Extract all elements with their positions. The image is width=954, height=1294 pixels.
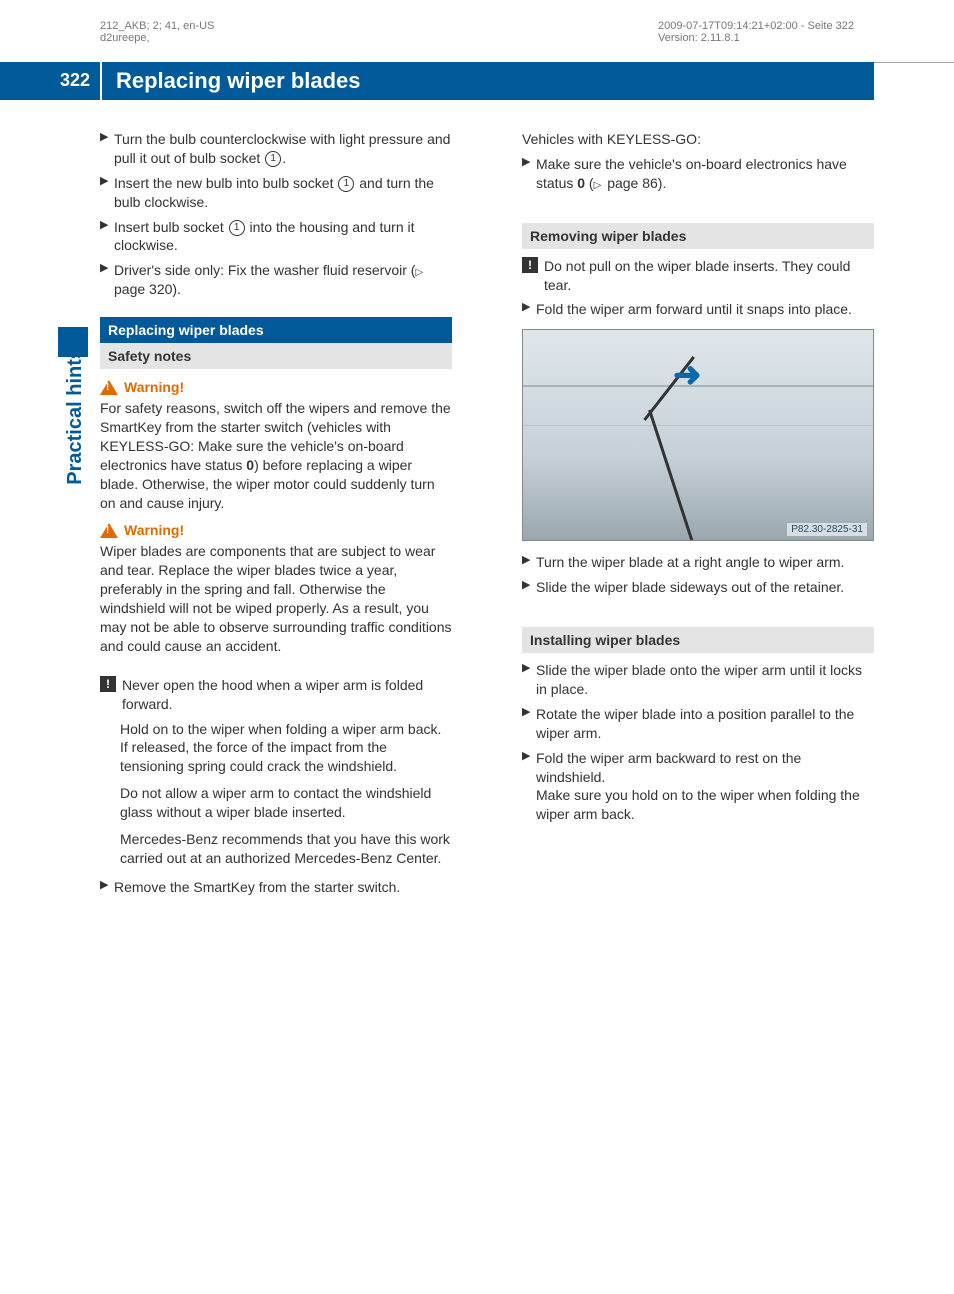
- instruction-step: ▶ Slide the wiper blade sideways out of …: [522, 578, 874, 597]
- reference-marker-1: 1: [338, 176, 354, 192]
- figure-car-edge: [523, 425, 873, 426]
- instruction-step: ▶ Fold the wiper arm forward until it sn…: [522, 300, 874, 319]
- meta-right: 2009-07-17T09:14:21+02:00 - Seite 322 Ve…: [658, 20, 854, 44]
- warning-triangle-icon: [100, 380, 118, 395]
- section-heading: Replacing wiper blades: [100, 317, 452, 343]
- instruction-step: ▶ Make sure the vehicle's on-board elect…: [522, 155, 874, 193]
- step-arrow-icon: ▶: [522, 661, 536, 676]
- left-column: ▶ Turn the bulb counterclockwise with li…: [100, 130, 452, 903]
- subsection-heading: Removing wiper blades: [522, 223, 874, 249]
- figure-wiper-arm: [648, 410, 697, 541]
- side-tab-label: Practical hints: [60, 340, 91, 493]
- step-arrow-icon: ▶: [522, 578, 536, 593]
- step-text: Remove the SmartKey from the starter swi…: [114, 878, 400, 897]
- instruction-step: ▶ Remove the SmartKey from the starter s…: [100, 878, 452, 897]
- step-arrow-icon: ▶: [100, 261, 114, 276]
- figure-direction-arrow-icon: ➜: [673, 355, 702, 395]
- figure-id: P82.30-2825-31: [787, 523, 867, 536]
- caution-row: ! Never open the hood when a wiper arm i…: [100, 676, 452, 714]
- warning-triangle-icon: [100, 523, 118, 538]
- step-arrow-icon: ▶: [100, 218, 114, 233]
- right-column: Vehicles with KEYLESS-GO: ▶ Make sure th…: [522, 130, 874, 903]
- instruction-step: ▶ Fold the wiper arm backward to rest on…: [522, 749, 874, 825]
- step-arrow-icon: ▶: [522, 300, 536, 315]
- reference-marker-1: 1: [265, 151, 281, 167]
- reference-marker-1: 1: [229, 220, 245, 236]
- step-text: Fold the wiper arm backward to rest on t…: [536, 749, 874, 825]
- caution-row: ! Do not pull on the wiper blade inserts…: [522, 257, 874, 295]
- warning-body: For safety reasons, switch off the wiper…: [100, 399, 452, 512]
- page-ref-icon: ▷: [594, 179, 602, 193]
- instruction-step: ▶ Insert bulb socket 1 into the housing …: [100, 218, 452, 256]
- caution-icon: !: [522, 257, 538, 273]
- step-text: Slide the wiper blade onto the wiper arm…: [536, 661, 874, 699]
- warning-heading: Warning!: [100, 379, 452, 395]
- step-arrow-icon: ▶: [100, 130, 114, 145]
- warning-heading: Warning!: [100, 522, 452, 538]
- document-meta-header: 212_AKB; 2; 41, en-US d2ureepe, 2009-07-…: [0, 0, 954, 52]
- step-text: Slide the wiper blade sideways out of th…: [536, 578, 844, 597]
- instruction-step: ▶ Driver's side only: Fix the washer flu…: [100, 261, 452, 299]
- step-text: Insert the new bulb into bulb socket 1 a…: [114, 174, 452, 212]
- caution-text: Do not pull on the wiper blade inserts. …: [544, 257, 874, 295]
- step-text: Fold the wiper arm forward until it snap…: [536, 300, 852, 319]
- warning-label: Warning!: [124, 379, 184, 395]
- caution-text: Never open the hood when a wiper arm is …: [122, 676, 452, 714]
- step-text: Make sure the vehicle's on-board electro…: [536, 155, 874, 193]
- meta-doc-id: 212_AKB; 2; 41, en-US: [100, 20, 214, 32]
- context-label: Vehicles with KEYLESS-GO:: [522, 130, 874, 149]
- page-ref-icon: ▷: [415, 266, 423, 280]
- meta-author: d2ureepe,: [100, 32, 214, 44]
- page-title: Replacing wiper blades: [100, 62, 874, 100]
- warning-body: Wiper blades are components that are sub…: [100, 542, 452, 655]
- caution-paragraph: Mercedes-Benz recommends that you have t…: [120, 830, 452, 868]
- instruction-step: ▶ Turn the wiper blade at a right angle …: [522, 553, 874, 572]
- meta-timestamp: 2009-07-17T09:14:21+02:00 - Seite 322: [658, 20, 854, 32]
- step-arrow-icon: ▶: [522, 705, 536, 720]
- step-text: Insert bulb socket 1 into the housing an…: [114, 218, 452, 256]
- instruction-step: ▶ Rotate the wiper blade into a position…: [522, 705, 874, 743]
- warning-label: Warning!: [124, 522, 184, 538]
- step-arrow-icon: ▶: [100, 878, 114, 893]
- caution-paragraph: Do not allow a wiper arm to contact the …: [120, 784, 452, 822]
- instruction-step: ▶ Slide the wiper blade onto the wiper a…: [522, 661, 874, 699]
- meta-version: Version: 2.11.8.1: [658, 32, 854, 44]
- instruction-step: ▶ Insert the new bulb into bulb socket 1…: [100, 174, 452, 212]
- page-header: 322 Replacing wiper blades: [0, 62, 954, 100]
- caution-details: Hold on to the wiper when folding a wipe…: [100, 720, 452, 868]
- subsection-heading: Installing wiper blades: [522, 627, 874, 653]
- step-arrow-icon: ▶: [522, 553, 536, 568]
- step-note-text: Make sure you hold on to the wiper when …: [536, 787, 860, 822]
- step-text: Turn the bulb counterclockwise with ligh…: [114, 130, 452, 168]
- step-main-text: Fold the wiper arm backward to rest on t…: [536, 750, 801, 785]
- page-number: 322: [0, 62, 100, 100]
- wiper-figure: ➜ P82.30-2825-31: [522, 329, 874, 541]
- step-arrow-icon: ▶: [522, 155, 536, 170]
- instruction-step: ▶ Turn the bulb counterclockwise with li…: [100, 130, 452, 168]
- step-text: Driver's side only: Fix the washer fluid…: [114, 261, 452, 299]
- caution-paragraph: Hold on to the wiper when folding a wipe…: [120, 720, 452, 777]
- step-arrow-icon: ▶: [100, 174, 114, 189]
- step-arrow-icon: ▶: [522, 749, 536, 764]
- subsection-heading: Safety notes: [100, 343, 452, 369]
- step-text: Turn the wiper blade at a right angle to…: [536, 553, 844, 572]
- step-text: Rotate the wiper blade into a position p…: [536, 705, 874, 743]
- caution-icon: !: [100, 676, 116, 692]
- meta-left: 212_AKB; 2; 41, en-US d2ureepe,: [100, 20, 214, 44]
